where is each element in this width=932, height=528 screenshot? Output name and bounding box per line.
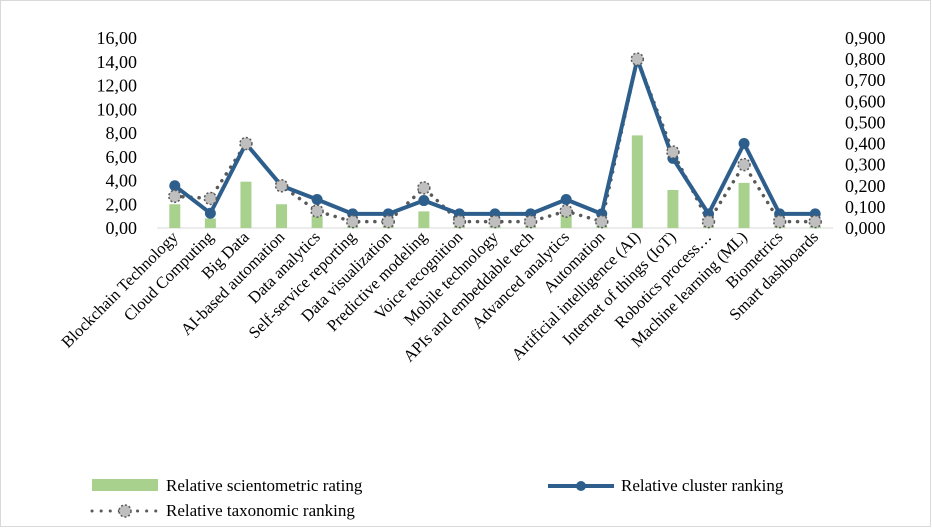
marker-cluster (418, 195, 430, 207)
marker-taxonomic (345, 214, 360, 229)
marker-taxonomic (488, 214, 502, 229)
y-left-tick-label: 12,00 (97, 76, 138, 96)
y-left-tick-label: 4,00 (106, 171, 138, 191)
y-right-tick-label: 0,000 (845, 218, 886, 238)
bar (667, 190, 679, 228)
marker-taxonomic (310, 204, 324, 218)
marker-taxonomic (203, 191, 218, 206)
marker-taxonomic (381, 214, 396, 229)
bar (418, 211, 430, 228)
y-left-tick-label: 8,00 (106, 123, 138, 143)
y-left-tick-label: 14,00 (97, 52, 138, 72)
marker-taxonomic (239, 136, 253, 151)
marker-taxonomic (452, 214, 467, 229)
bar (738, 182, 750, 228)
marker-taxonomic (274, 179, 289, 193)
legend-marker-cluster (576, 481, 586, 491)
marker-taxonomic (772, 214, 787, 229)
y-right-tick-label: 0,500 (845, 112, 886, 132)
y-left-tick-label: 6,00 (106, 147, 138, 167)
marker-cluster (169, 180, 181, 192)
y-right-tick-label: 0,400 (845, 134, 886, 154)
bar (631, 135, 643, 228)
bar (240, 181, 252, 228)
legend-swatch-scientometric (92, 479, 158, 491)
y-right-tick-label: 0,800 (845, 49, 886, 69)
y-left-tick-label: 10,00 (97, 99, 138, 119)
y-left-tick-label: 16,00 (97, 28, 138, 48)
marker-taxonomic (737, 157, 751, 172)
marker-taxonomic (666, 145, 680, 159)
bar (311, 216, 323, 228)
bar (276, 204, 288, 228)
bar (204, 218, 216, 228)
marker-cluster (204, 207, 216, 219)
line-taxonomic (173, 53, 817, 226)
marker-taxonomic (594, 214, 609, 229)
y-right-tick-label: 0,900 (845, 28, 886, 48)
legend-label-scientometric: Relative scientometric rating (166, 476, 363, 495)
marker-cluster (738, 138, 750, 150)
marker-taxonomic (168, 189, 182, 204)
line-cluster (173, 57, 816, 216)
y-right-tick-label: 0,600 (845, 91, 886, 111)
marker-taxonomic (417, 181, 431, 195)
bar (560, 212, 572, 228)
marker-taxonomic (523, 214, 538, 229)
bar (169, 204, 181, 228)
y-right-tick-label: 0,700 (845, 70, 886, 90)
marker-taxonomic (630, 52, 645, 66)
marker-cluster (560, 194, 572, 205)
marker-taxonomic (808, 214, 822, 229)
y-right-tick-label: 0,300 (845, 155, 886, 175)
line-series (168, 52, 822, 229)
y-right-tick-label: 0,200 (845, 176, 886, 196)
legend-marker-taxonomic (118, 504, 132, 518)
axes: 0,00 2,00 4,00 6,00 8,00 10,00 12,00 14,00 16,00… (97, 28, 886, 238)
legend-label-cluster: Relative cluster ranking (621, 476, 784, 495)
y-left-tick-label: 0,00 (106, 218, 138, 238)
legend-label-taxonomic: Relative taxonomic ranking (166, 501, 355, 520)
marker-taxonomic (559, 204, 573, 218)
legend: Relative scientometric rating Relative c… (90, 476, 784, 520)
marker-taxonomic (701, 214, 716, 229)
marker-cluster (311, 194, 323, 205)
y-right-tick-label: 0,100 (845, 197, 886, 217)
y-left-tick-label: 2,00 (106, 194, 138, 214)
